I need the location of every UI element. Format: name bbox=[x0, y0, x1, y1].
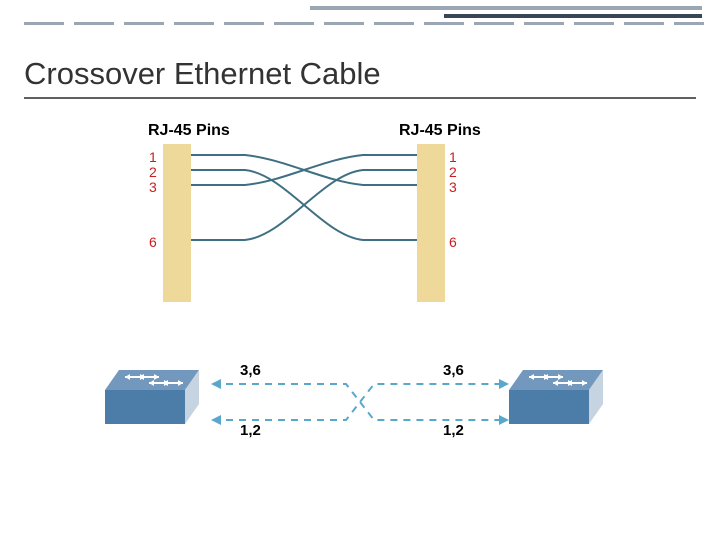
pin-label: 6 bbox=[449, 234, 457, 250]
header-short-bar bbox=[444, 14, 702, 18]
pin-label: 3 bbox=[149, 179, 157, 195]
header-long-bar bbox=[310, 6, 702, 10]
header-dash bbox=[374, 22, 414, 25]
header-dash bbox=[424, 22, 464, 25]
header-dash bbox=[524, 22, 564, 25]
header-dash bbox=[474, 22, 514, 25]
header-dash bbox=[674, 22, 704, 25]
diagram-svg bbox=[105, 122, 615, 467]
pin-label: 1 bbox=[149, 149, 157, 165]
header-decoration bbox=[0, 0, 720, 34]
header-dash bbox=[624, 22, 664, 25]
header-dash bbox=[24, 22, 64, 25]
caption-left: RJ-45 Pins bbox=[148, 122, 230, 140]
diagram-figure: RJ-45 Pins RJ-45 Pins 1236 1236 3,6 3,6 … bbox=[105, 122, 615, 467]
header-dash bbox=[74, 22, 114, 25]
pin-label: 1 bbox=[449, 149, 457, 165]
page-title: Crossover Ethernet Cable bbox=[24, 56, 381, 92]
pin-label: 6 bbox=[149, 234, 157, 250]
title-underline bbox=[24, 97, 696, 99]
header-dash bbox=[274, 22, 314, 25]
caption-right: RJ-45 Pins bbox=[399, 122, 481, 140]
pair-label-bot-right: 1,2 bbox=[443, 422, 464, 439]
pair-label-top-right: 3,6 bbox=[443, 362, 464, 379]
header-dash bbox=[574, 22, 614, 25]
header-dash bbox=[324, 22, 364, 25]
pair-label-bot-left: 1,2 bbox=[240, 422, 261, 439]
header-dash bbox=[124, 22, 164, 25]
pin-label: 2 bbox=[449, 164, 457, 180]
header-dash bbox=[224, 22, 264, 25]
pin-label: 3 bbox=[449, 179, 457, 195]
pair-label-top-left: 3,6 bbox=[240, 362, 261, 379]
header-dash bbox=[174, 22, 214, 25]
pin-label: 2 bbox=[149, 164, 157, 180]
